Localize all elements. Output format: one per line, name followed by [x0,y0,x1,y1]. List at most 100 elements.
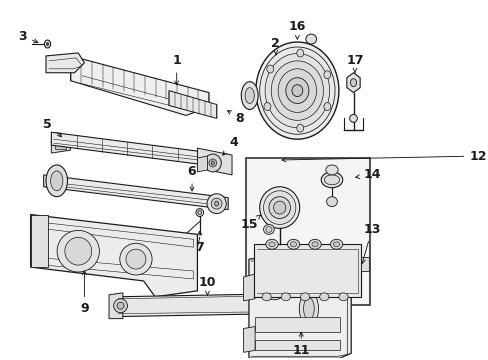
Polygon shape [169,91,216,118]
Ellipse shape [278,69,316,112]
Text: 12: 12 [282,149,486,162]
Text: 15: 15 [240,215,260,231]
Polygon shape [346,73,360,93]
Bar [245,158,369,305]
Text: 13: 13 [361,223,380,264]
Polygon shape [248,249,350,358]
Polygon shape [197,156,207,172]
Ellipse shape [126,249,145,269]
Ellipse shape [287,239,299,249]
Text: 8: 8 [227,111,244,125]
Text: 5: 5 [43,118,61,137]
Ellipse shape [265,239,278,249]
Ellipse shape [324,175,339,185]
Text: 4: 4 [223,136,238,155]
Ellipse shape [323,103,330,111]
Ellipse shape [296,49,303,57]
Ellipse shape [211,161,214,165]
Ellipse shape [274,66,277,70]
Ellipse shape [266,65,273,73]
Text: 6: 6 [187,165,196,191]
Ellipse shape [46,42,49,45]
Ellipse shape [300,293,309,301]
Ellipse shape [44,40,50,48]
Ellipse shape [262,278,285,300]
Ellipse shape [291,85,302,96]
Text: 10: 10 [198,276,216,295]
Ellipse shape [263,191,295,224]
Ellipse shape [113,299,127,313]
Polygon shape [51,132,228,168]
Polygon shape [31,215,197,297]
Ellipse shape [350,79,356,87]
Text: 14: 14 [355,168,380,181]
Ellipse shape [214,201,218,206]
Text: 9: 9 [80,271,88,315]
Text: 11: 11 [292,332,309,357]
Bar [255,341,339,350]
Ellipse shape [208,159,216,167]
Ellipse shape [296,124,303,132]
Ellipse shape [308,239,321,249]
Polygon shape [243,327,255,352]
Text: 17: 17 [346,54,363,73]
Ellipse shape [120,243,152,275]
Text: 3: 3 [19,30,38,43]
Polygon shape [243,274,255,301]
Ellipse shape [325,165,337,175]
Ellipse shape [349,114,357,122]
Ellipse shape [263,224,274,234]
Ellipse shape [311,242,318,247]
Polygon shape [361,257,368,271]
Ellipse shape [241,82,258,109]
Ellipse shape [204,154,221,172]
Ellipse shape [326,197,337,207]
Ellipse shape [65,237,92,265]
Polygon shape [115,294,278,317]
Ellipse shape [211,198,222,209]
Ellipse shape [271,61,323,120]
Ellipse shape [46,165,67,197]
Polygon shape [51,137,70,153]
Bar [55,141,66,149]
Ellipse shape [338,293,347,301]
Ellipse shape [305,34,316,44]
Polygon shape [197,148,232,175]
Ellipse shape [272,64,278,72]
Ellipse shape [264,53,329,128]
Ellipse shape [273,201,285,214]
Polygon shape [253,244,361,297]
Ellipse shape [255,42,338,139]
Ellipse shape [319,293,328,301]
Polygon shape [43,175,228,210]
Ellipse shape [206,194,226,213]
Ellipse shape [321,172,342,188]
Ellipse shape [303,298,314,320]
Ellipse shape [196,208,203,216]
Ellipse shape [262,293,271,301]
Ellipse shape [330,239,342,249]
Ellipse shape [268,197,290,219]
Ellipse shape [290,242,296,247]
Ellipse shape [285,78,308,103]
Polygon shape [109,293,122,319]
Ellipse shape [259,47,334,134]
Polygon shape [31,215,47,267]
Ellipse shape [244,87,254,103]
Ellipse shape [267,283,281,295]
Text: 2: 2 [271,36,280,55]
Ellipse shape [57,230,99,272]
Ellipse shape [265,226,271,232]
Text: 7: 7 [195,231,203,254]
Ellipse shape [198,211,201,215]
Ellipse shape [259,187,299,228]
Ellipse shape [268,242,275,247]
Polygon shape [46,53,84,73]
Ellipse shape [264,103,270,111]
Polygon shape [70,56,208,116]
Bar [255,317,339,333]
Text: 1: 1 [172,54,181,85]
Ellipse shape [281,293,290,301]
Text: 16: 16 [288,20,305,39]
Ellipse shape [299,291,318,326]
